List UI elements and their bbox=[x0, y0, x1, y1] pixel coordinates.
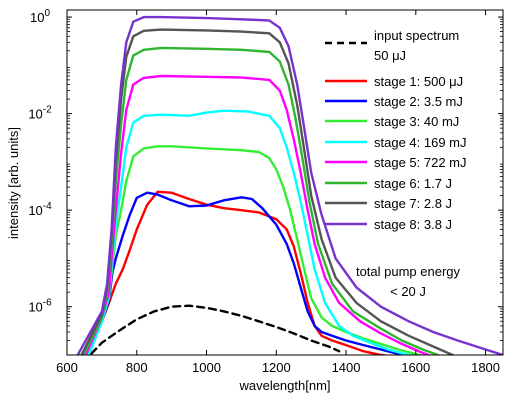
y-tick-label: 10-6 bbox=[28, 298, 52, 315]
x-tick-label: 800 bbox=[126, 360, 148, 375]
legend: input spectrum 50 μJ stage 1: 500 μJ stage … bbox=[325, 28, 467, 232]
x-tick-label: 1000 bbox=[192, 360, 221, 375]
series-line-2 bbox=[87, 191, 416, 355]
legend-label-7: stage 7: 2.8 J bbox=[374, 196, 452, 211]
y-tick-label: 10-2 bbox=[28, 105, 52, 122]
y-tick-label: 100 bbox=[30, 8, 50, 25]
series-line-4 bbox=[87, 109, 416, 355]
series-line-5 bbox=[84, 74, 433, 355]
annotation-line-2: < 20 J bbox=[390, 284, 426, 299]
legend-label-2: stage 2: 3.5 mJ bbox=[374, 94, 463, 109]
series-line-1 bbox=[87, 190, 391, 355]
x-tick-label: 600 bbox=[56, 360, 78, 375]
axis-ticks: 600 800 1000 1200 1400 1600 1800 10-6 10-4 10-2 10… bbox=[28, 8, 503, 375]
series-line-6 bbox=[82, 46, 442, 355]
series-lines bbox=[76, 15, 503, 355]
x-axis-label: wavelength[nm] bbox=[238, 378, 330, 393]
plot-frame bbox=[66, 9, 504, 356]
legend-label-0: input spectrum bbox=[374, 28, 459, 43]
x-tick-label: 1200 bbox=[262, 360, 291, 375]
y-tick-label: 10-4 bbox=[28, 201, 52, 218]
series-line-8 bbox=[76, 15, 503, 355]
series-line-0 bbox=[88, 304, 341, 355]
x-tick-label: 1800 bbox=[471, 360, 500, 375]
x-tick-label: 1400 bbox=[332, 360, 361, 375]
legend-label-0: 50 μJ bbox=[374, 48, 406, 63]
annotation-line-1: total pump energy bbox=[356, 264, 461, 279]
y-axis-label: intensity [arb. units] bbox=[6, 127, 21, 239]
legend-label-3: stage 3: 40 mJ bbox=[374, 114, 459, 129]
legend-label-5: stage 5: 722 mJ bbox=[374, 155, 467, 170]
x-tick-label: 1600 bbox=[401, 360, 430, 375]
legend-label-1: stage 1: 500 μJ bbox=[374, 74, 463, 89]
legend-label-6: stage 6: 1.7 J bbox=[374, 176, 452, 191]
legend-label-8: stage 8: 3.8 J bbox=[374, 217, 452, 232]
legend-label-4: stage 4: 169 mJ bbox=[374, 135, 467, 150]
